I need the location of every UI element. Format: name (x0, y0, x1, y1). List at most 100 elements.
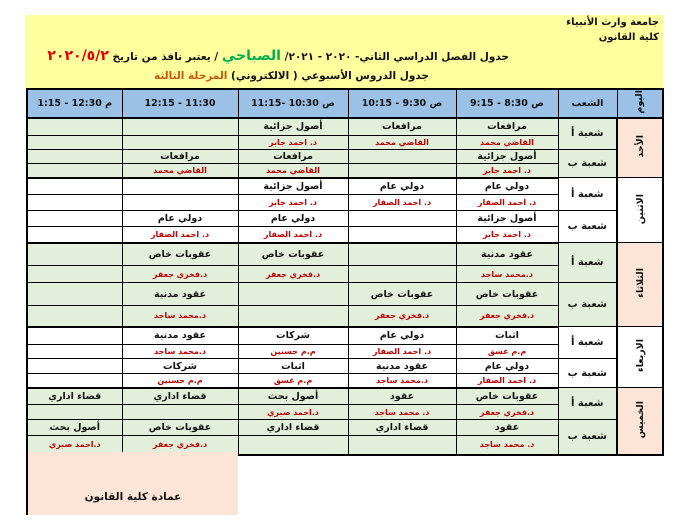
teacher-cell: د.محمد ساجد (455, 265, 559, 284)
stage-label: المرحلة الثالثة (154, 70, 228, 82)
table-row: الثلاثاء شعبة أ عقود مدنية عقوبات خاص عقوبات… (26, 242, 664, 328)
table-row: الخميس شعبة أ عقوبات خاص عقود أصول بحث قضاء ا… (26, 387, 664, 456)
subject-cell: مرافعات (347, 117, 457, 137)
subject-cell: شركات (121, 358, 239, 375)
subject-cell: دولي عام (455, 177, 559, 196)
title-text: جدول الفصل الدراسي الثاني- ٢٠٢٠ - ٢٠٢١/ (280, 51, 509, 63)
subject-cell: عقود مدنية (347, 358, 457, 375)
subject-cell: عقوبات خاص (347, 282, 457, 307)
table-row: شعبة ب عقوبات خاص عقوبات خاص عقود مدنية (26, 282, 663, 328)
subject-cell (237, 282, 349, 307)
teacher-cell (26, 344, 123, 360)
subject-cell: عقوبات خاص (237, 242, 349, 267)
schedule-subtitle: جدول الدروس الأسبوعي ( الالكتروني) المرح… (154, 70, 429, 82)
subject-cell (26, 149, 123, 165)
teacher-cell (347, 435, 457, 456)
subject-cell: عقوبات خاص (121, 419, 239, 437)
subject-cell: عقود مدنية (121, 282, 239, 307)
subject-cell: دولي عام (237, 210, 349, 228)
subject-cell (26, 326, 123, 346)
subject-cell: قضاء اداري (347, 419, 457, 437)
subject-cell: مرافعات (455, 117, 559, 137)
signature-text: عمادة كلية القانون (84, 491, 182, 503)
teacher-cell (26, 305, 123, 328)
subject-cell (26, 358, 123, 375)
table-row: شعبة ب دولي عام عقود مدنية اثبات شركات (26, 358, 663, 389)
section-cell: شعبة ب (557, 282, 618, 328)
teacher-cell (121, 135, 239, 151)
effective-date: ٢٠٢٠/٥/٢ (47, 48, 109, 64)
section-cell: شعبة ب (557, 419, 618, 456)
subject-cell: مرافعات (121, 149, 239, 165)
teacher-cell: د. احمد الصفار (121, 226, 239, 244)
subject-cell: مرافعات (237, 149, 349, 165)
subtitle-text: جدول الدروس الأسبوعي ( الالكتروني) (227, 70, 429, 82)
subject-cell (26, 210, 123, 228)
subject-cell: أصول جزائية (455, 210, 559, 228)
teacher-cell: د. احمد الصفار (455, 373, 559, 389)
subject-cell: دولي عام (121, 210, 239, 228)
teacher-cell: د. احمد الصفار (347, 344, 457, 360)
teacher-cell: د.فخري جعفر (347, 305, 457, 328)
subject-cell: عقود (347, 387, 457, 406)
teacher-cell: د.فخري جعفر (121, 435, 239, 456)
teacher-cell: القاضي محمد (237, 163, 349, 179)
section-cell: شعبة أ (557, 326, 618, 360)
subject-cell: عقوبات خاص (121, 242, 239, 267)
teacher-cell: القاضي محمد (455, 135, 559, 151)
day-cell: الأحد (616, 117, 664, 179)
teacher-cell: د. احمد جابر (237, 194, 349, 212)
subject-cell: قضاء اداري (26, 387, 123, 406)
table-row: د. محمد ساجد د.فخري جعفر د.احمد صبري (26, 435, 663, 456)
subject-cell: شركات (237, 326, 349, 346)
teacher-cell: د.احمد صبري (237, 404, 349, 421)
teacher-cell: د. احمد الصفار (237, 226, 349, 244)
header-day: اليوم (616, 88, 664, 119)
teacher-cell: د. احمد جابر (455, 163, 559, 179)
subject-cell: عقود (455, 419, 559, 437)
teacher-cell: د.محمد ساجد (347, 373, 457, 389)
teacher-cell: د. احمد جابر (455, 226, 559, 244)
teacher-cell (347, 163, 457, 179)
subject-cell: أصول بحث (26, 419, 123, 437)
section-cell: شعبة ب (557, 210, 618, 244)
teacher-cell: د.محمد ساجد (121, 344, 239, 360)
subject-cell: قضاء اداري (237, 419, 349, 437)
teacher-cell: د. احمد الصفار (347, 194, 457, 212)
teacher-cell: د.فخري جعفر (237, 265, 349, 284)
section-cell: شعبة ب (557, 358, 618, 389)
table-row: د. احمد الصفار د. احمد الصفار د. احمد جابر (26, 194, 663, 212)
day-cell: الثلاثاء (616, 242, 664, 328)
subject-cell: اثبات (455, 326, 559, 346)
teacher-cell (237, 305, 349, 328)
teacher-cell: د. احمد الصفار (455, 194, 559, 212)
table-row: القاضي محمد القاضي محمد د. احمد جابر (26, 135, 663, 151)
teacher-cell: د.فخري جعفر (455, 305, 559, 328)
subject-cell: أصول بحث (237, 387, 349, 406)
shift-label: الصباحي (221, 48, 281, 64)
table-row: الأحد شعبة أ مرافعات مرافعات أصول جزائية (26, 117, 664, 179)
subject-cell: عقوبات خاص (455, 282, 559, 307)
day-cell: الاثنين (616, 177, 664, 244)
subject-cell (347, 210, 457, 228)
teacher-cell: م.م غسق (455, 344, 559, 360)
table-row: الاربعاء شعبة أ اثبات دولي عام شركات عقود مدن… (26, 326, 664, 389)
header-section: الشعب (557, 88, 618, 119)
teacher-cell (26, 135, 123, 151)
teacher-cell: د. احمد جابر (237, 135, 349, 151)
subject-cell (26, 282, 123, 307)
subject-cell: عقود مدنية (455, 242, 559, 267)
teacher-cell: د. محمد ساجد (455, 435, 559, 456)
teacher-cell: د.فخري جعفر (455, 404, 559, 421)
subject-cell: دولي عام (455, 358, 559, 375)
section-cell: شعبة أ (557, 242, 618, 284)
header-slot: ص 9:30 - 10:15 (347, 88, 457, 119)
university-name: جامعة وارث الأنبياء (566, 17, 659, 28)
table-header-row: اليوم الشعب ص 8:30 - 9:15 ص 9:30 - 10:15 ص… (26, 88, 664, 119)
teacher-cell: م.م غسق (237, 373, 349, 389)
teacher-cell (121, 404, 239, 421)
teacher-cell (26, 265, 123, 284)
teacher-cell (26, 404, 123, 421)
subject-cell (26, 117, 123, 137)
teacher-cell (26, 163, 123, 179)
